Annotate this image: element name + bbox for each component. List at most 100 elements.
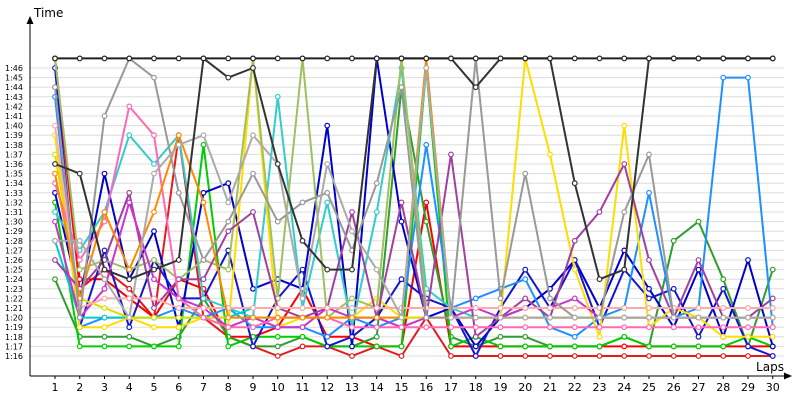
data-point [745,257,751,263]
data-point [448,353,454,359]
x-tick-label: 29 [741,381,755,394]
data-point [398,324,405,331]
data-point [175,295,182,302]
data-point [52,122,58,129]
data-point [250,132,256,139]
data-point [670,55,677,62]
data-point [547,343,553,350]
data-point [497,353,504,359]
data-point [596,353,603,359]
data-point [52,237,58,244]
data-point [571,55,578,62]
y-tick-label: 1:37 [5,150,23,159]
x-tick-label: 18 [469,381,483,394]
data-point [126,333,133,340]
data-point [175,257,182,263]
data-point [571,333,578,340]
data-point [448,55,454,62]
data-point [472,324,479,331]
data-point [101,266,108,273]
data-point [126,132,133,139]
data-point [745,324,751,331]
data-point [299,295,306,302]
series-line [54,67,774,357]
data-point [769,55,776,62]
y-tick-label: 1:32 [5,198,23,207]
data-point [522,305,529,311]
data-point [349,228,355,235]
x-axis-arrow-icon [784,372,792,380]
data-point [769,295,776,302]
data-point [646,189,652,196]
data-point [373,266,380,273]
y-tick-label: 1:22 [5,294,23,303]
data-point [126,285,133,292]
y-tick-label: 1:43 [5,93,23,102]
x-tick-label: 3 [101,381,108,394]
data-point [349,209,355,215]
data-point [101,55,108,62]
data-point [745,314,751,321]
data-point [720,353,727,359]
data-point [670,314,677,321]
data-point [423,199,430,206]
data-point [522,353,529,359]
data-point [497,314,504,321]
data-point [76,237,83,244]
data-point [200,199,207,206]
data-point [472,333,479,340]
data-point [571,324,578,331]
data-point [349,314,355,321]
data-point [274,333,281,340]
data-point [448,151,454,158]
data-point [522,170,529,177]
data-point [646,353,652,359]
y-tick-label: 1:40 [5,122,23,131]
data-point [299,266,306,273]
data-point [745,305,751,311]
data-point [398,314,405,321]
data-point [76,343,83,350]
data-point [101,324,108,331]
y-tick-label: 1:31 [5,208,23,217]
x-tick-label: 4 [126,381,133,394]
data-point [250,324,256,331]
data-point [324,199,331,206]
data-point [621,55,628,62]
data-point [373,55,380,62]
x-tick-label: 7 [200,381,207,394]
data-point [695,333,702,340]
x-tick-label: 11 [296,381,310,394]
data-point [299,305,306,311]
data-point [646,324,652,331]
data-point [274,343,281,350]
data-point [522,295,529,302]
data-point [423,65,430,71]
data-point [621,353,628,359]
data-point [349,324,355,331]
data-point [175,305,182,311]
data-point [695,353,702,359]
y-tick-label: 1:34 [5,179,23,188]
data-point [101,209,108,215]
data-point [571,295,578,302]
y-tick-label: 1:45 [5,74,23,83]
y-tick-label: 1:33 [5,189,23,198]
data-point [349,353,355,359]
data-point [646,295,652,302]
data-point [324,122,331,129]
data-point [373,343,380,350]
data-point [101,343,108,350]
data-point [621,305,628,311]
data-point [126,103,133,110]
series-line [55,67,773,319]
series-line [54,105,773,329]
data-point [250,55,256,62]
data-point [200,257,207,263]
data-point [769,353,776,359]
data-point [621,324,628,331]
y-axis-title: Time [33,6,63,20]
series-group [52,55,776,359]
data-point [349,266,355,273]
x-tick-label: 2 [76,381,83,394]
